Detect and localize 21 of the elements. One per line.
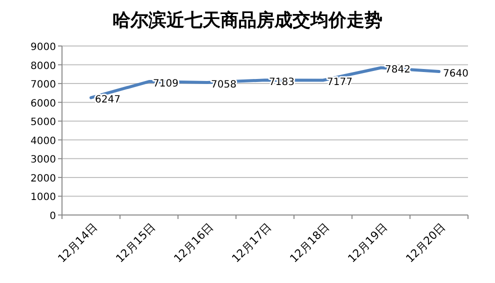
y-tick-label: 5000 [30, 117, 56, 128]
y-tick-label: 3000 [30, 154, 56, 166]
y-tick-label: 2000 [30, 173, 56, 184]
y-tick-label: 8000 [30, 60, 56, 72]
x-tick-label: 12月18日 [287, 220, 332, 266]
data-label: 7640 [443, 68, 468, 80]
x-tick-label: 12月17日 [229, 220, 274, 266]
y-tick-label: 0 [50, 211, 56, 222]
y-tick-label: 6000 [30, 98, 56, 110]
chart-title: 哈尔滨近七天商品房成交均价走势 [112, 10, 382, 31]
x-tick-label: 12月16日 [171, 220, 216, 266]
y-tick-label: 9000 [30, 42, 56, 53]
y-tick-label: 7000 [30, 80, 56, 91]
data-label: 6247 [95, 94, 120, 106]
x-tick-label: 12月20日 [403, 220, 448, 266]
data-label: 7177 [327, 77, 352, 88]
x-tick-label: 12月19日 [345, 220, 390, 266]
y-tick-label: 1000 [30, 192, 56, 204]
x-tick-label: 12月15日 [113, 220, 158, 266]
x-tick-label: 12月14日 [55, 220, 100, 266]
y-tick-label: 4000 [30, 136, 56, 147]
